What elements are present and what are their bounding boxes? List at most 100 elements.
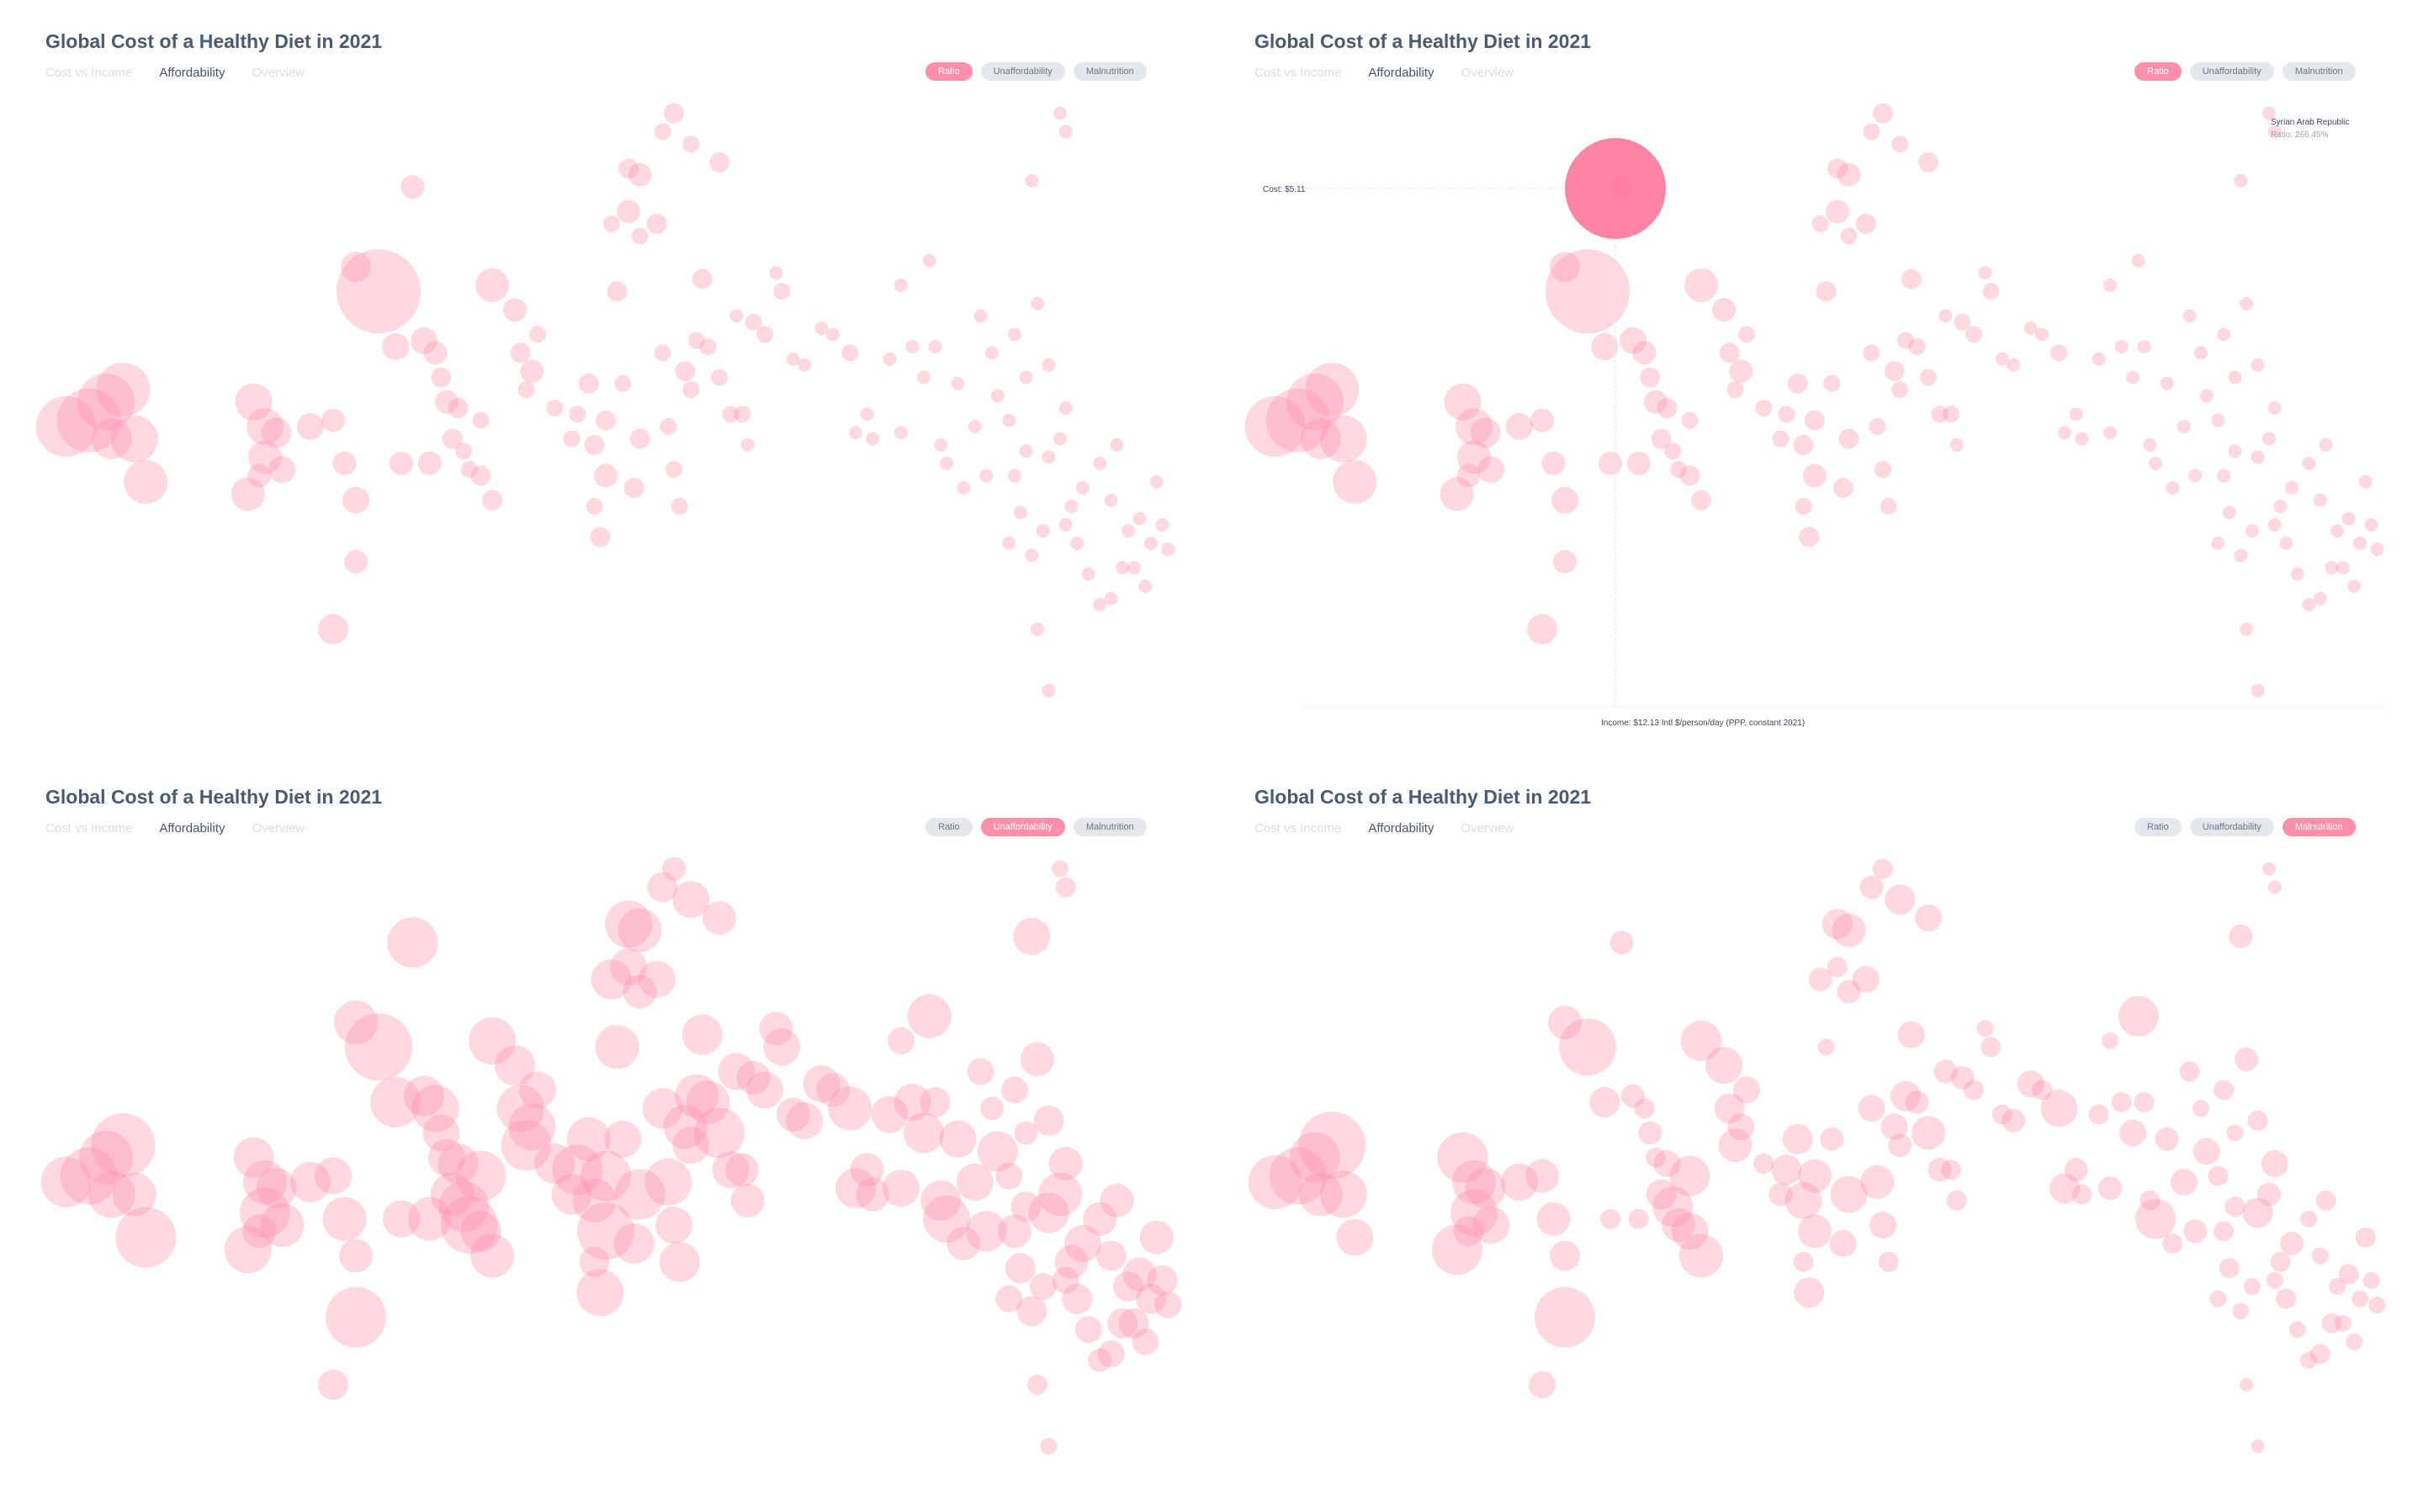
country-bubble[interactable] (1028, 1192, 1069, 1233)
country-bubble[interactable] (2311, 1247, 2329, 1265)
country-bubble[interactable] (1778, 406, 1795, 423)
country-bubble[interactable] (995, 1162, 1023, 1190)
country-bubble[interactable] (894, 426, 908, 440)
country-bubble[interactable] (1053, 106, 1067, 120)
country-bubble[interactable] (1933, 1059, 1958, 1084)
country-bubble[interactable] (448, 398, 469, 418)
country-bubble[interactable] (1149, 475, 1164, 489)
country-bubble[interactable] (552, 1144, 603, 1196)
country-bubble[interactable] (2240, 1377, 2253, 1392)
country-bubble[interactable] (1908, 338, 1926, 355)
country-bubble[interactable] (1632, 341, 1657, 365)
country-bubble[interactable] (610, 948, 647, 986)
country-bubble[interactable] (1025, 173, 1039, 188)
country-bubble[interactable] (1681, 1021, 1721, 1061)
country-bubble[interactable] (2118, 995, 2159, 1037)
country-bubble[interactable] (1248, 1154, 1302, 1209)
country-bubble[interactable] (423, 341, 448, 365)
country-bubble[interactable] (1559, 1018, 1616, 1076)
country-bubble[interactable] (318, 613, 348, 645)
country-bubble[interactable] (1456, 407, 1493, 445)
country-bubble[interactable] (1638, 1121, 1662, 1145)
country-bubble[interactable] (248, 440, 282, 475)
country-bubble[interactable] (2285, 480, 2299, 495)
country-bubble[interactable] (482, 490, 502, 511)
country-bubble[interactable] (2300, 1351, 2318, 1369)
country-bubble[interactable] (1651, 428, 1672, 449)
country-bubble[interactable] (928, 340, 942, 353)
country-bubble[interactable] (1456, 464, 1481, 488)
country-bubble[interactable] (1855, 214, 1876, 234)
country-bubble[interactable] (2002, 1108, 2026, 1133)
country-bubble[interactable] (1869, 1212, 1896, 1239)
country-bubble[interactable] (1244, 395, 1306, 457)
country-bubble[interactable] (572, 1178, 617, 1223)
country-bubble[interactable] (1019, 370, 1033, 385)
country-bubble[interactable] (261, 417, 292, 448)
country-bubble[interactable] (1823, 374, 1841, 392)
country-bubble[interactable] (1714, 1093, 1745, 1124)
country-bubble[interactable] (517, 381, 535, 399)
country-bubble[interactable] (1029, 1273, 1057, 1300)
country-bubble[interactable] (124, 459, 168, 504)
country-bubble[interactable] (1753, 1154, 1774, 1174)
country-bubble[interactable] (2032, 1080, 2052, 1101)
country-bubble[interactable] (2049, 1173, 2080, 1204)
country-bubble[interactable] (2270, 1251, 2291, 1272)
country-bubble[interactable] (644, 1158, 692, 1206)
country-bubble[interactable] (835, 1168, 876, 1209)
country-bubble[interactable] (1127, 560, 1141, 575)
country-bubble[interactable] (979, 469, 994, 483)
country-bubble[interactable] (1269, 1147, 1327, 1205)
country-bubble[interactable] (1100, 1183, 1134, 1218)
country-bubble[interactable] (584, 434, 605, 455)
country-bubble[interactable] (2240, 296, 2253, 310)
country-bubble[interactable] (1444, 383, 1482, 421)
country-bubble[interactable] (1888, 1133, 1912, 1158)
country-bubble[interactable] (614, 374, 632, 392)
country-bubble[interactable] (730, 1183, 765, 1218)
country-bubble[interactable] (1729, 359, 1753, 384)
country-bubble[interactable] (2209, 1290, 2227, 1308)
country-bubble[interactable] (1782, 1123, 1813, 1154)
country-bubble[interactable] (2211, 536, 2225, 550)
country-bubble[interactable] (871, 1096, 909, 1133)
country-bubble[interactable] (1550, 1240, 1580, 1271)
country-bubble[interactable] (675, 1074, 719, 1118)
country-bubble[interactable] (1154, 1291, 1182, 1318)
country-bubble[interactable] (618, 158, 639, 179)
country-bubble[interactable] (428, 1138, 465, 1176)
country-bubble[interactable] (345, 1013, 412, 1081)
country-bubble[interactable] (2017, 1070, 2044, 1098)
country-bubble[interactable] (968, 419, 982, 433)
country-bubble[interactable] (1305, 363, 1360, 417)
country-bubble[interactable] (1600, 1208, 1620, 1229)
country-bubble[interactable] (709, 152, 729, 172)
country-bubble[interactable] (2315, 1190, 2336, 1211)
nav-affordability[interactable]: Affordability (1368, 821, 1434, 836)
nav-cost-vs-income[interactable]: Cost vs Income (1254, 821, 1342, 836)
country-bubble[interactable] (1014, 1121, 1038, 1145)
country-bubble[interactable] (2219, 1258, 2240, 1279)
country-bubble[interactable] (722, 406, 740, 423)
country-bubble[interactable] (455, 1150, 506, 1202)
country-bubble[interactable] (2193, 1138, 2220, 1165)
country-bubble[interactable] (2321, 1313, 2342, 1334)
country-bubble[interactable] (856, 1177, 890, 1212)
country-bubble[interactable] (1040, 1437, 1058, 1455)
country-bubble[interactable] (2119, 1119, 2146, 1147)
country-bubble[interactable] (614, 1169, 665, 1220)
country-bubble[interactable] (682, 135, 700, 153)
country-bubble[interactable] (87, 1170, 135, 1218)
country-bubble[interactable] (1016, 1296, 1047, 1327)
country-bubble[interactable] (883, 1170, 920, 1207)
country-bubble[interactable] (1784, 1181, 1822, 1219)
country-bubble[interactable] (577, 1202, 634, 1260)
country-bubble[interactable] (2266, 1271, 2283, 1289)
country-bubble[interactable] (692, 268, 713, 289)
country-bubble[interactable] (1546, 249, 1630, 334)
country-bubble[interactable] (1820, 1127, 1844, 1151)
country-bubble[interactable] (1681, 411, 1699, 429)
country-bubble[interactable] (1076, 480, 1090, 495)
country-bubble[interactable] (850, 1153, 884, 1187)
